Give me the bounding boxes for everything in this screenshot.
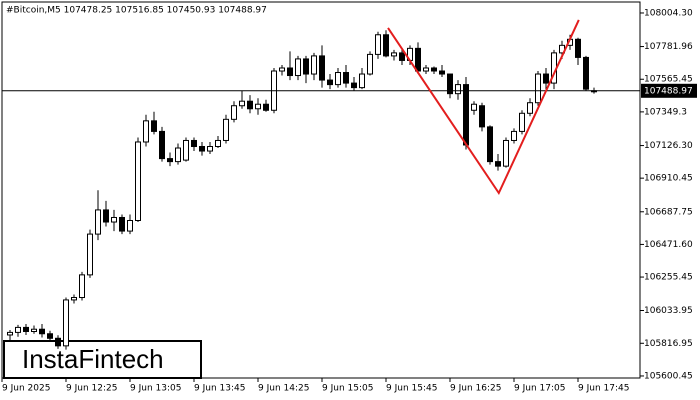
candle-body xyxy=(47,333,53,339)
candle-body xyxy=(439,70,445,75)
candle-body xyxy=(343,72,349,84)
candle-body xyxy=(143,120,149,143)
y-tick-label: 106687.75 xyxy=(644,207,693,217)
y-tick-label: 108004.30 xyxy=(644,8,693,18)
x-tick-label: 9 Jun 2025 xyxy=(2,384,50,394)
candle-body xyxy=(463,84,469,146)
candle-body xyxy=(127,220,133,232)
candle-body xyxy=(335,72,341,86)
candle-body xyxy=(223,118,229,141)
candle-body xyxy=(367,53,373,75)
x-tick-label: 9 Jun 15:45 xyxy=(386,384,437,394)
candle-body xyxy=(39,328,45,335)
logo: InstaFintech xyxy=(22,344,164,374)
candle-body xyxy=(279,67,285,72)
candle-body xyxy=(423,67,429,72)
candle-body xyxy=(295,58,301,77)
y-tick-label: 107349.3 xyxy=(644,107,687,117)
logo-box xyxy=(3,340,202,379)
candle-body xyxy=(151,120,157,132)
candle-body xyxy=(159,130,165,160)
candle-body xyxy=(575,38,581,58)
candle-body xyxy=(287,67,293,77)
candle-body xyxy=(7,331,13,336)
candle-body xyxy=(319,55,325,81)
candle-body xyxy=(383,34,389,57)
candle-body xyxy=(87,233,93,276)
candle-body xyxy=(23,326,29,332)
candle-body xyxy=(303,58,309,75)
x-tick-label: 9 Jun 16:25 xyxy=(450,384,501,394)
candle-body xyxy=(535,73,541,104)
candle-body xyxy=(431,67,437,72)
candle-body xyxy=(175,147,181,163)
candle-body xyxy=(479,105,485,128)
y-tick-label: 107565.45 xyxy=(644,75,693,85)
candle-body xyxy=(583,56,589,90)
candle-body xyxy=(327,79,333,86)
candle-body xyxy=(543,73,549,84)
candle-body xyxy=(95,209,101,235)
y-tick-label: 105600.45 xyxy=(644,371,693,381)
y-tick-label: 107781.96 xyxy=(644,42,693,52)
x-tick-label: 9 Jun 12:25 xyxy=(66,384,117,394)
y-tick-label: 106471.60 xyxy=(644,240,693,250)
x-tick-label: 9 Jun 15:05 xyxy=(322,384,373,394)
candle-body xyxy=(351,82,357,89)
candle-body xyxy=(191,139,197,148)
candle-body xyxy=(207,146,213,152)
candle-body xyxy=(503,139,509,167)
pattern-line xyxy=(387,19,580,196)
y-tick-label: 105816.95 xyxy=(644,339,693,349)
candle-body xyxy=(487,126,493,163)
y-tick-label: 107126.30 xyxy=(644,141,693,151)
y-tick-label: 106255.45 xyxy=(644,273,693,283)
candle-body xyxy=(167,158,173,163)
x-tick-label: 9 Jun 13:45 xyxy=(194,384,245,394)
candle-body xyxy=(415,47,421,72)
candle-body xyxy=(63,299,69,347)
candle-body xyxy=(471,103,477,111)
candle-body xyxy=(263,103,269,111)
candle-body xyxy=(71,297,77,301)
candle-body xyxy=(247,100,253,110)
candle-body xyxy=(239,100,245,107)
candle-body xyxy=(519,112,525,132)
candle-body xyxy=(15,326,21,333)
candle-body xyxy=(527,102,533,114)
candle-body xyxy=(447,73,453,95)
y-tick-label: 106033.95 xyxy=(644,306,693,316)
x-tick-label: 9 Jun 17:05 xyxy=(514,384,565,394)
x-tick-label: 9 Jun 14:25 xyxy=(258,384,309,394)
y-tick-label: 106910.45 xyxy=(644,174,693,184)
candle-body xyxy=(111,216,117,223)
candle-body xyxy=(231,105,237,120)
x-tick-label: 9 Jun 17:45 xyxy=(578,384,629,394)
last-price-box xyxy=(641,83,697,98)
candle-body xyxy=(511,130,517,141)
candle-body xyxy=(399,52,405,61)
candle-body xyxy=(311,55,317,75)
candle-body xyxy=(455,84,461,95)
candle-body xyxy=(391,52,397,57)
candle-body xyxy=(495,161,501,167)
candle-body xyxy=(183,139,189,161)
candle-body xyxy=(375,34,381,55)
candle-body xyxy=(359,73,365,89)
candle-body xyxy=(199,146,205,152)
candle-body xyxy=(135,141,141,222)
last-price-label: 107488.97 xyxy=(644,86,693,96)
candle-body xyxy=(55,337,61,347)
candle-body xyxy=(215,139,221,148)
candle-body xyxy=(103,209,109,223)
chart-title: #Bitcoin,M5 107478.25 107516.85 107450.9… xyxy=(6,6,267,16)
x-tick-label: 9 Jun 13:05 xyxy=(130,384,181,394)
candle-body xyxy=(31,328,37,332)
candle-body xyxy=(119,216,125,232)
candle-body xyxy=(255,103,261,110)
candle-body xyxy=(79,274,85,299)
